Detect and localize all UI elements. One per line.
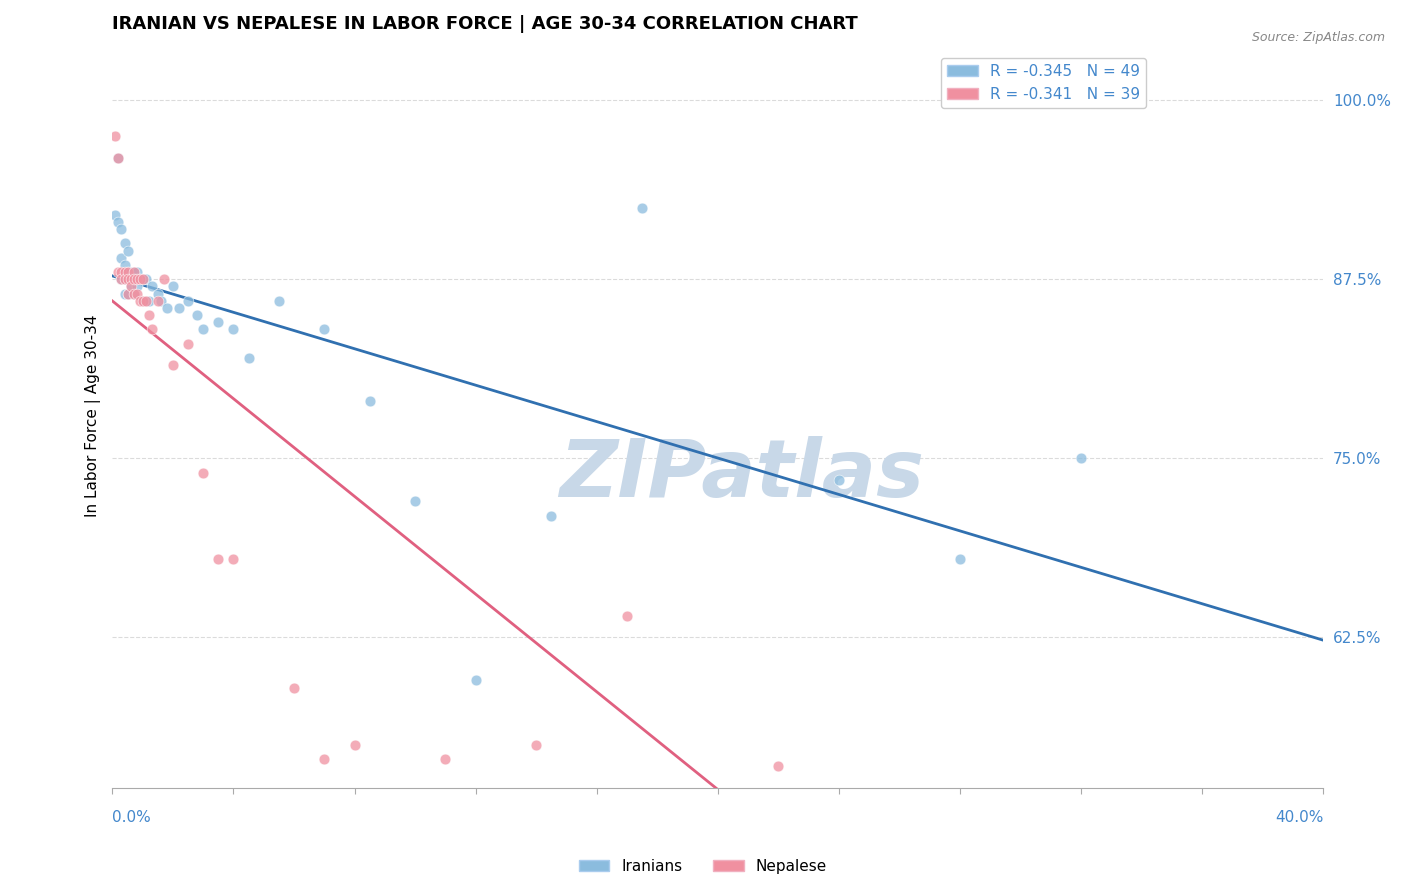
Point [131, 293, 153, 308]
Point [107, 215, 129, 229]
Point [404, 494, 426, 508]
Point [434, 752, 457, 766]
Point [141, 322, 163, 336]
Point [110, 272, 132, 286]
Point [524, 738, 547, 752]
Point [162, 279, 184, 293]
Point [314, 322, 336, 336]
Point [540, 508, 562, 523]
Point [167, 301, 190, 315]
Legend: R = -0.345   N = 49, R = -0.341   N = 39: R = -0.345 N = 49, R = -0.341 N = 39 [941, 58, 1146, 108]
Point [631, 201, 654, 215]
Text: IRANIAN VS NEPALESE IN LABOR FORCE | AGE 30-34 CORRELATION CHART: IRANIAN VS NEPALESE IN LABOR FORCE | AGE… [112, 15, 858, 33]
Point [949, 551, 972, 566]
Point [146, 286, 169, 301]
Point [186, 308, 208, 322]
Point [238, 351, 260, 365]
Legend: Iranians, Nepalese: Iranians, Nepalese [572, 853, 834, 880]
Point [128, 293, 150, 308]
Point [1010, 809, 1032, 823]
Point [1070, 451, 1092, 466]
Point [193, 322, 215, 336]
Point [117, 265, 139, 279]
Point [153, 272, 176, 286]
Point [107, 151, 129, 165]
Point [131, 293, 153, 308]
Point [120, 272, 142, 286]
Point [131, 272, 153, 286]
Point [114, 286, 136, 301]
Point [828, 473, 851, 487]
Point [120, 265, 142, 279]
Point [314, 752, 336, 766]
Point [117, 265, 139, 279]
Point [359, 394, 381, 409]
Point [114, 236, 136, 251]
Point [120, 279, 142, 293]
Point [616, 609, 638, 624]
Point [125, 272, 148, 286]
Point [110, 251, 132, 265]
Text: Source: ZipAtlas.com: Source: ZipAtlas.com [1251, 31, 1385, 45]
Point [117, 286, 139, 301]
Point [135, 293, 157, 308]
Point [207, 551, 229, 566]
Point [125, 279, 148, 293]
Point [138, 293, 160, 308]
Point [110, 272, 132, 286]
Point [343, 738, 366, 752]
Point [117, 286, 139, 301]
Text: 0.0%: 0.0% [112, 810, 152, 825]
Point [117, 272, 139, 286]
Point [110, 265, 132, 279]
Point [131, 272, 153, 286]
Point [122, 265, 145, 279]
Point [156, 301, 179, 315]
Point [122, 272, 145, 286]
Point [149, 293, 172, 308]
Point [193, 466, 215, 480]
Point [104, 208, 127, 222]
Point [107, 151, 129, 165]
Point [120, 279, 142, 293]
Text: ZIPatlas: ZIPatlas [560, 436, 925, 514]
Point [114, 272, 136, 286]
Point [207, 315, 229, 329]
Point [110, 222, 132, 236]
Point [464, 673, 486, 688]
Point [162, 358, 184, 372]
Point [122, 265, 145, 279]
Point [283, 681, 305, 695]
Point [135, 272, 157, 286]
Point [122, 272, 145, 286]
Y-axis label: In Labor Force | Age 30-34: In Labor Force | Age 30-34 [86, 314, 101, 516]
Point [177, 293, 200, 308]
Point [104, 128, 127, 143]
Text: 40.0%: 40.0% [1275, 810, 1323, 825]
Point [222, 322, 245, 336]
Point [107, 265, 129, 279]
Point [114, 265, 136, 279]
Point [122, 286, 145, 301]
Point [768, 759, 790, 773]
Point [114, 272, 136, 286]
Point [128, 272, 150, 286]
Point [117, 272, 139, 286]
Point [125, 265, 148, 279]
Point [141, 279, 163, 293]
Point [177, 336, 200, 351]
Point [146, 293, 169, 308]
Point [128, 272, 150, 286]
Point [114, 258, 136, 272]
Point [120, 272, 142, 286]
Point [267, 293, 290, 308]
Point [125, 286, 148, 301]
Point [122, 286, 145, 301]
Point [138, 308, 160, 322]
Point [222, 551, 245, 566]
Point [117, 244, 139, 258]
